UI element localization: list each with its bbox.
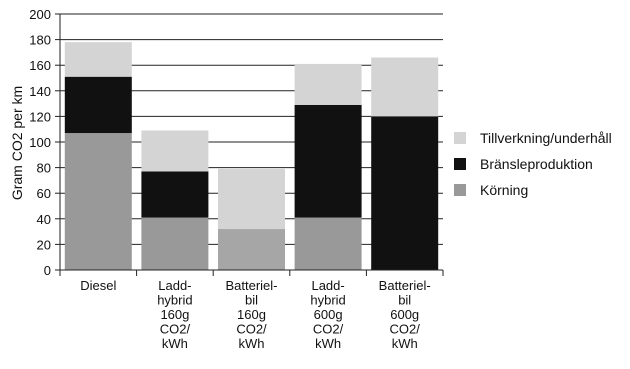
bar-segment <box>294 217 362 270</box>
bar-segment <box>371 116 439 271</box>
y-tick-label: 80 <box>37 161 51 176</box>
y-tick-label: 180 <box>29 33 51 48</box>
legend-label: Bränsleproduktion <box>480 156 593 172</box>
legend-label: Körning <box>480 182 528 198</box>
bar-segment <box>218 168 285 230</box>
x-tick-label: Batteriel-bil 600g CO2/kWh <box>379 278 431 351</box>
bar-segment <box>371 57 439 117</box>
legend: Tillverkning/underhåll Bränsleproduktion K… <box>454 130 612 198</box>
y-tick-label: 200 <box>29 7 51 22</box>
y-tick-label: 140 <box>29 84 51 99</box>
legend-label: Tillverkning/underhåll <box>480 130 612 146</box>
bar-segment <box>141 171 209 218</box>
bar-segment <box>64 76 132 134</box>
y-tick-label: 0 <box>44 263 51 278</box>
y-tick-label: 120 <box>29 109 51 124</box>
y-tick-label: 60 <box>37 186 51 201</box>
y-axis-label: Gram CO2 per km <box>9 86 25 200</box>
bar-segment <box>141 130 209 172</box>
y-tick-labels: 0 20 40 60 80 100 120 140 160 180 200 <box>29 7 51 278</box>
legend-swatch <box>454 184 466 196</box>
x-tick-label: Ladd-hybrid 600g CO2/kWh <box>310 278 345 351</box>
y-tick-label: 20 <box>37 237 51 252</box>
axes-group <box>55 13 444 276</box>
y-tick-label: 160 <box>29 58 51 73</box>
bar-segment <box>64 133 132 270</box>
bar-segment <box>218 229 285 270</box>
bar-segment <box>294 63 362 105</box>
y-tick-label: 40 <box>37 212 51 227</box>
bar-segment <box>294 104 362 218</box>
legend-swatch <box>454 132 466 144</box>
x-tick-labels: Diesel Ladd-hybrid 160g CO2/kWh Batteriel-bi… <box>80 278 430 351</box>
x-tick-label: Batteriel-bil 160g CO2/kWh <box>225 278 277 351</box>
x-tick-label: Diesel <box>80 278 116 293</box>
y-tick-label: 100 <box>29 135 51 150</box>
x-tick-label: Ladd-hybrid 160g CO2/kWh <box>157 278 192 351</box>
legend-swatch <box>454 158 466 170</box>
bar-segment <box>64 42 132 77</box>
bar-segment <box>141 217 209 270</box>
bars-group <box>64 42 439 271</box>
